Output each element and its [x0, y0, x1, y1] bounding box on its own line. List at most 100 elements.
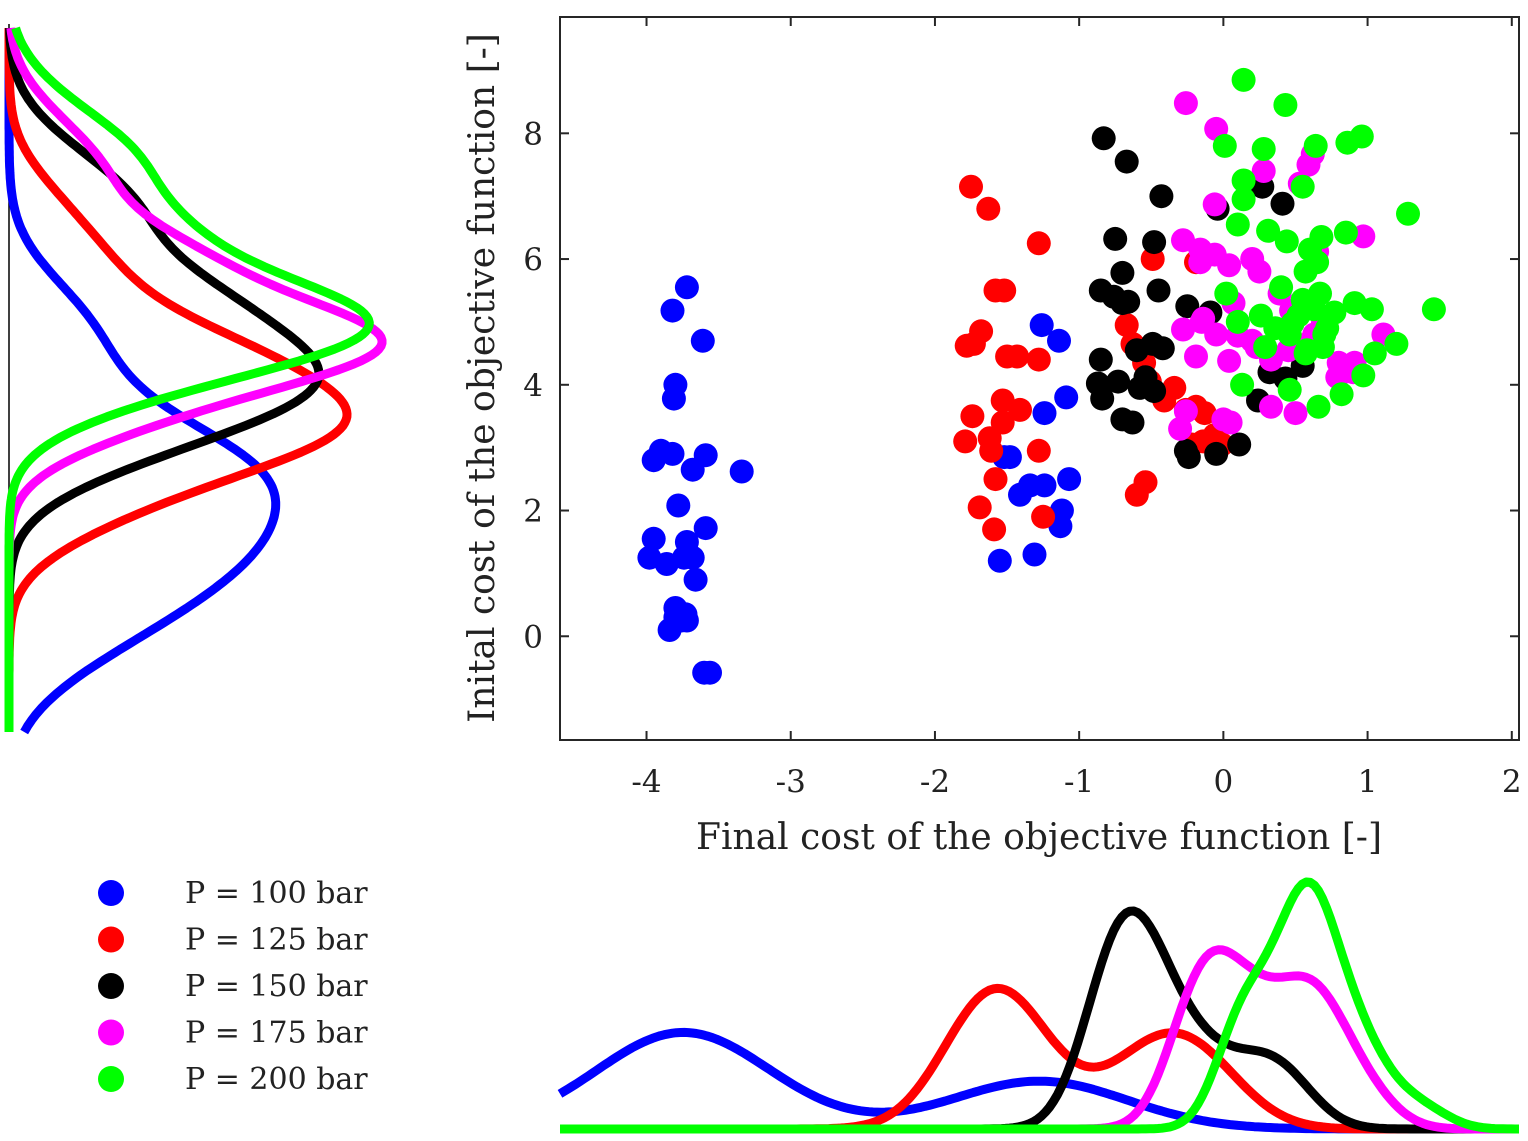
data-point	[1168, 416, 1193, 441]
data-point	[1114, 313, 1139, 338]
x-tick-label: 2	[1502, 764, 1522, 800]
data-point	[672, 545, 696, 570]
legend-label: P = 175 bar	[185, 1016, 368, 1051]
data-point	[1335, 130, 1360, 155]
x-axis-label: Final cost of the objective function [-]	[696, 817, 1382, 858]
data-point	[967, 495, 992, 520]
data-point	[1212, 133, 1237, 158]
legend: P = 100 bar P = 125 bar P = 150 bar P = 175…	[98, 876, 368, 1097]
data-point	[1303, 133, 1328, 158]
data-point	[1359, 297, 1384, 322]
data-point	[1120, 410, 1145, 435]
legend-marker	[98, 1066, 124, 1092]
y-axis-label: Inital cost of the objective function [-…	[462, 33, 503, 723]
data-point	[1146, 278, 1171, 303]
legend-item: P = 125 bar	[98, 923, 368, 958]
plot-frame	[559, 16, 1520, 741]
y-tick-label: 4	[523, 368, 543, 404]
data-point	[1211, 407, 1236, 432]
data-point	[1032, 473, 1057, 498]
scatter-plot: -4 -3 -2 -1 0 1 2 0 2 4 6 8 Final cost of the obje…	[462, 16, 1522, 858]
x-tick-label: -4	[631, 764, 661, 800]
data-point	[1090, 386, 1115, 411]
data-point	[1259, 394, 1283, 419]
data-point	[1333, 220, 1358, 245]
data-point	[1362, 341, 1387, 366]
data-point	[660, 441, 685, 466]
data-point	[1188, 250, 1213, 275]
legend-item: P = 175 bar	[98, 1016, 368, 1051]
data-point	[1302, 297, 1327, 322]
data-point	[693, 443, 718, 468]
data-point	[1225, 309, 1250, 334]
legend-item: P = 100 bar	[98, 876, 368, 911]
data-point	[698, 660, 722, 685]
data-point	[1290, 174, 1315, 199]
data-point	[693, 516, 718, 541]
data-point	[979, 438, 1004, 463]
x-tick-label: -1	[1064, 764, 1094, 800]
data-point	[1031, 504, 1056, 529]
data-point	[1192, 401, 1217, 426]
data-point	[1047, 328, 1071, 353]
data-point	[674, 275, 699, 300]
series-5-points	[1212, 67, 1446, 419]
legend-label: P = 100 bar	[185, 876, 368, 911]
data-point	[641, 448, 666, 473]
data-point	[1396, 201, 1420, 226]
data-point	[1247, 259, 1272, 284]
data-point	[1127, 375, 1152, 400]
y-axis-ticks: 0 2 4 6 8	[523, 116, 1519, 655]
data-point	[1106, 369, 1131, 394]
legend-marker	[98, 1019, 124, 1046]
data-point	[1306, 394, 1331, 419]
legend-marker	[98, 926, 124, 953]
data-point	[1309, 225, 1334, 249]
y-density-curve-5	[4, 26, 374, 734]
data-point	[990, 410, 1015, 435]
data-point	[1032, 401, 1057, 426]
data-point	[1054, 385, 1079, 410]
data-point	[729, 459, 754, 484]
data-point	[1204, 322, 1229, 347]
data-point	[1026, 347, 1051, 372]
data-point	[1214, 281, 1239, 306]
data-point	[976, 196, 1001, 221]
data-point	[1227, 432, 1252, 457]
y-marginal-density	[4, 24, 387, 735]
data-point	[1225, 212, 1250, 237]
data-point	[1150, 336, 1175, 361]
data-point	[641, 526, 666, 551]
data-point	[1329, 382, 1354, 407]
data-point	[1269, 275, 1294, 300]
data-point	[953, 429, 978, 454]
data-point	[1026, 438, 1051, 463]
data-point	[997, 445, 1022, 470]
legend-label: P = 200 bar	[185, 1062, 368, 1097]
data-point	[1231, 187, 1256, 212]
y-tick-label: 0	[523, 619, 543, 655]
x-density-curve-2	[559, 983, 1520, 1134]
x-marginal-density	[557, 877, 1520, 1134]
data-point	[1277, 322, 1302, 347]
data-point	[987, 548, 1012, 573]
data-point	[1184, 344, 1208, 369]
data-point	[1283, 401, 1308, 426]
data-point	[1256, 218, 1281, 243]
series-1-points	[637, 275, 1082, 685]
legend-marker	[98, 880, 124, 906]
data-point	[1005, 344, 1030, 369]
x-tick-label: 1	[1358, 764, 1378, 800]
data-point	[954, 333, 979, 358]
data-point	[1274, 229, 1299, 254]
data-point	[1149, 184, 1174, 209]
data-point	[1173, 91, 1198, 116]
data-point	[1253, 335, 1278, 360]
y-tick-label: 6	[523, 242, 543, 278]
data-point	[960, 404, 985, 429]
data-point	[1204, 441, 1229, 466]
data-point	[666, 493, 691, 518]
data-point	[1251, 159, 1276, 183]
data-point	[1057, 467, 1082, 492]
data-point	[1231, 168, 1256, 193]
